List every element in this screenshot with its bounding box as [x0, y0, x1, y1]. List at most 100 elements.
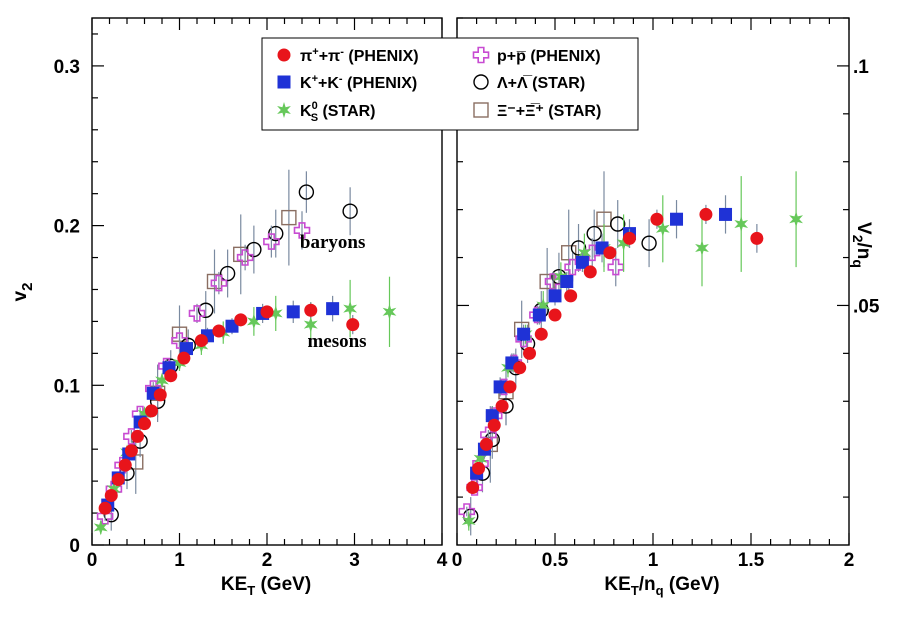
left-point-proton	[188, 305, 206, 322]
right-y-tick-label: .1	[853, 57, 869, 78]
left-point-pion	[153, 388, 167, 402]
legend-label-pion: π++π- (PHENIX)	[300, 46, 419, 65]
legend-label-xi: Ξ⁻+Ξ̅⁺ (STAR)	[497, 102, 601, 120]
left-x-tick-label: 2	[262, 550, 273, 571]
left-point-proton	[210, 274, 228, 292]
left-point-proton	[263, 233, 280, 250]
right-panel: 0 0.5 1 1.5 2 .05 .1	[452, 17, 880, 571]
left-x-axis-label: KET (GeV)	[221, 574, 311, 598]
left-point-kaon	[286, 305, 300, 319]
right-point-pion	[564, 289, 578, 303]
left-point-pion	[260, 305, 274, 319]
right-point-k0s	[734, 216, 749, 232]
right-point-kaon	[548, 289, 562, 303]
legend-marker-lambda	[473, 74, 489, 90]
legend-label-k0s: K0 S (STAR)	[300, 100, 376, 124]
legend-label-kaon: K++K- (PHENIX)	[300, 73, 417, 92]
right-point-k0s	[655, 220, 670, 237]
right-point-kaon	[575, 255, 589, 269]
right-point-lambda	[610, 216, 626, 232]
right-x-tick-label: 1	[648, 550, 659, 571]
left-point-pion	[177, 351, 191, 365]
left-point-pion	[98, 501, 112, 515]
annotation-mesons: mesons	[307, 331, 366, 352]
right-point-pion	[650, 212, 664, 226]
left-point-pion	[104, 488, 118, 502]
left-point-pion	[111, 473, 125, 487]
right-point-kaon	[719, 207, 733, 221]
left-point-pion	[194, 334, 208, 348]
left-point-lambda	[298, 184, 315, 200]
left-y-tick-label: 0	[69, 536, 80, 557]
right-point-pion	[622, 231, 636, 245]
left-point-pion	[124, 444, 138, 458]
right-series-pion	[466, 204, 764, 495]
right-point-pion	[583, 265, 597, 279]
left-point-k0s	[382, 303, 397, 320]
right-point-kaon	[560, 275, 574, 288]
legend-box	[261, 37, 639, 131]
legend-marker-k0s	[277, 102, 291, 118]
right-point-pion	[495, 399, 509, 413]
right-point-pion	[534, 327, 548, 341]
left-point-k0s	[155, 372, 169, 389]
left-point-pion	[304, 303, 318, 317]
left-point-k0s	[343, 300, 358, 317]
left-point-pion	[346, 318, 360, 332]
right-point-proton	[564, 258, 581, 276]
right-point-xi	[561, 245, 577, 261]
left-point-k0s	[137, 406, 152, 422]
left-x-tick-label: 0	[87, 550, 98, 571]
right-point-proton	[607, 258, 625, 276]
left-y-tick-label: 0.1	[54, 376, 81, 397]
right-point-kaon	[532, 308, 546, 322]
left-point-pion	[212, 324, 226, 338]
legend-marker-xi	[473, 102, 489, 118]
right-point-k0s	[577, 244, 592, 261]
right-point-lambda	[586, 225, 602, 242]
right-point-pion	[523, 346, 537, 360]
right-point-kaon	[493, 380, 507, 394]
left-x-tick-label: 4	[437, 550, 448, 571]
right-point-pion	[487, 418, 501, 432]
right-x-axis-label: KET/nq (GeV)	[604, 574, 719, 598]
left-point-proton	[293, 222, 311, 239]
right-y-tick-label: .05	[853, 296, 880, 317]
left-point-pion	[118, 458, 132, 472]
left-point-xi	[281, 209, 297, 226]
left-point-pion	[164, 369, 178, 383]
right-point-kaon	[670, 212, 684, 226]
right-point-lambda	[570, 240, 587, 256]
right-point-pion	[699, 207, 713, 221]
left-point-proton	[236, 249, 254, 266]
left-point-xi	[206, 273, 223, 290]
legend-label-proton: p+p̅ (PHENIX)	[497, 48, 601, 65]
legend-marker-proton	[472, 46, 490, 64]
right-point-k0s	[536, 297, 551, 314]
right-point-pion	[513, 361, 527, 375]
legend-marker-pion	[277, 48, 291, 62]
left-point-k0s	[303, 316, 318, 333]
right-x-tick-label: 1.5	[738, 550, 765, 571]
right-point-k0s	[616, 235, 631, 252]
left-point-pion	[234, 313, 248, 327]
right-point-proton	[544, 273, 562, 290]
right-point-pion	[503, 380, 517, 394]
right-point-k0s	[461, 513, 476, 529]
right-x-tick-label: 0.5	[542, 550, 569, 571]
right-x-tick-label: 2	[844, 550, 855, 571]
left-x-tick-label: 3	[349, 550, 360, 571]
left-point-kaon	[326, 302, 340, 316]
right-point-pion	[603, 246, 617, 260]
left-panel: 0 1 2 3 4 0 0.1 0.2 0.3	[54, 17, 448, 571]
left-y-axis-label: v2	[10, 283, 36, 302]
left-point-pion	[138, 417, 151, 431]
right-point-kaon	[517, 327, 531, 341]
annotation-baryons: baryons	[300, 232, 365, 253]
right-point-pion	[750, 231, 764, 245]
left-series-pion	[98, 302, 360, 515]
left-y-tick-label: 0.2	[54, 217, 80, 238]
right-point-k0s	[473, 450, 488, 467]
legend-label-lambda: Λ+Λ̅ (STAR)	[497, 74, 585, 92]
